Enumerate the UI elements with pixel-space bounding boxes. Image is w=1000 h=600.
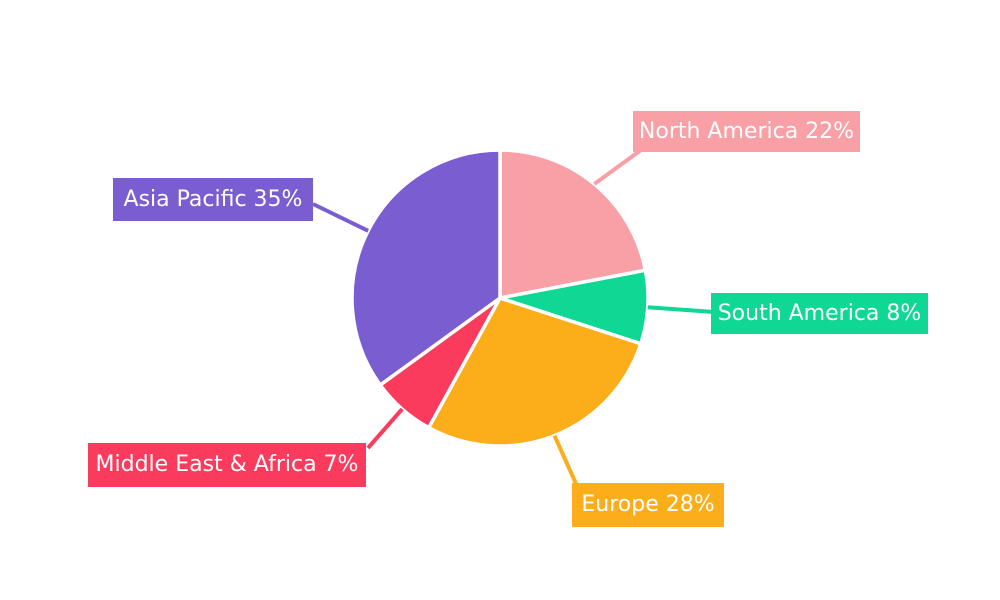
pie-label-asia-pacific: Asia Pacific 35% — [113, 178, 313, 221]
pie-slice-europe[interactable] — [426, 296, 643, 448]
pie-label-europe: Europe 28% — [572, 483, 724, 527]
pie-slice-asia-pacific[interactable] — [350, 148, 502, 387]
leader-line-asia-pacific — [312, 202, 370, 233]
leader-line-europe — [552, 434, 579, 487]
leader-line-north-america — [593, 148, 643, 186]
pie-slice-north-america[interactable] — [498, 148, 648, 300]
pie-label-south-america: South America 8% — [711, 293, 928, 334]
leader-line-middle-east-africa — [366, 407, 404, 450]
pie-label-middle-east-africa: Middle East & Africa 7% — [88, 443, 366, 487]
pie-label-north-america: North America 22% — [633, 111, 860, 152]
leader-line-south-america — [647, 305, 715, 314]
